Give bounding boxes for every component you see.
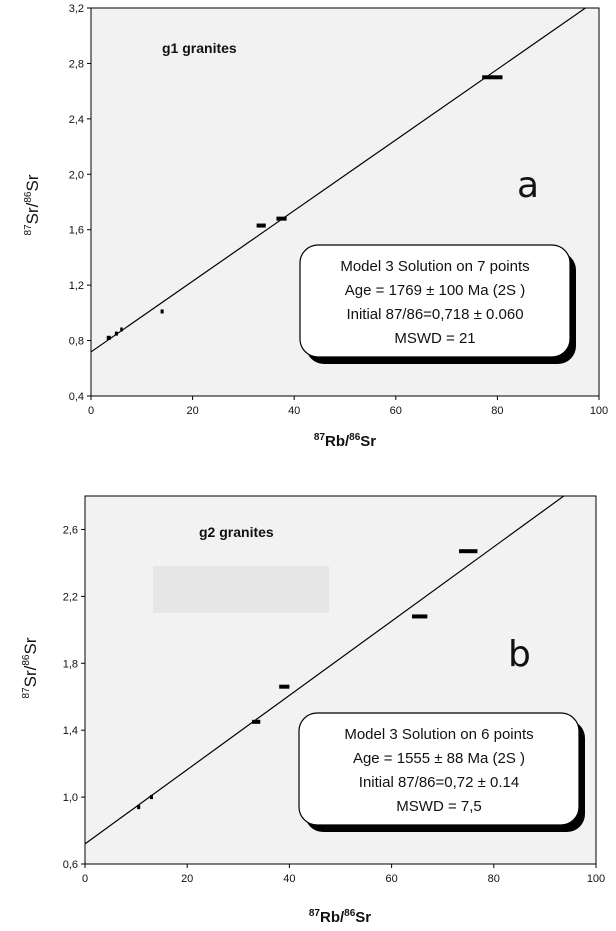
y-tick-label: 2,4: [69, 114, 84, 126]
panel-label-a: a: [517, 165, 539, 206]
info-line2-a: Age = 1769 ± 100 Ma (2S ): [345, 282, 525, 299]
info-line1-b: Model 3 Solution on 6 points: [344, 726, 533, 743]
y-axis-label-b: 87Sr/86Sr: [21, 637, 40, 698]
data-points-b: [137, 549, 478, 810]
x-tick-label: 80: [488, 873, 500, 885]
data-points-a: [106, 75, 503, 340]
data-point: [106, 335, 111, 340]
data-point: [120, 327, 123, 332]
data-point: [459, 549, 478, 554]
y-tick-label: 0,8: [69, 336, 84, 348]
x-axis-label-b: 87Rb/86Sr: [309, 908, 371, 926]
regression-line-a: [91, 8, 587, 353]
data-point: [149, 795, 153, 800]
x-axis-ticks-b: 0 20 40 60 80 100: [82, 864, 605, 885]
shaded-rectangle-b: [153, 566, 329, 613]
data-point: [160, 309, 164, 314]
info-line4-b: MSWD = 7,5: [396, 798, 481, 815]
y-axis-ticks-b: 0,6 1,0 1,4 1,8 2,2 2,6: [63, 524, 85, 871]
x-tick-label: 0: [82, 873, 88, 885]
x-tick-label: 80: [491, 405, 503, 417]
y-tick-label: 2,8: [69, 58, 84, 70]
inset-title-a: g1 granites: [162, 40, 237, 56]
regression-line-b: [85, 496, 565, 845]
x-tick-label: 100: [587, 873, 605, 885]
y-tick-label: 0,4: [69, 391, 84, 403]
panel-label-b: b: [508, 634, 531, 675]
y-axis-ticks-a: 0,4 0,8 1,2 1,6 2,0 2,4 2,8 3,2: [69, 3, 91, 403]
info-line1-a: Model 3 Solution on 7 points: [340, 258, 529, 275]
y-tick-label: 1,8: [63, 658, 78, 670]
panel-a: 0,4 0,8 1,2 1,6 2,0 2,4 2,8 3,2 0 20 40 60 80 100 g1…: [23, 3, 608, 450]
inset-title-b: g2 granites: [199, 524, 274, 540]
y-tick-label: 0,6: [63, 859, 78, 871]
data-point: [279, 684, 290, 689]
data-point: [114, 331, 118, 336]
data-point: [252, 719, 261, 724]
x-tick-label: 60: [385, 873, 397, 885]
x-axis-ticks-a: 0 20 40 60 80 100: [88, 396, 608, 417]
y-tick-label: 1,4: [63, 725, 78, 737]
x-tick-label: 100: [590, 405, 608, 417]
info-box-b: [298, 712, 580, 826]
info-line3-b: Initial 87/86=0,72 ± 0.14: [359, 774, 519, 791]
y-tick-label: 2,0: [69, 169, 84, 181]
data-point: [256, 223, 266, 228]
data-point: [276, 216, 287, 221]
y-tick-label: 1,2: [69, 280, 84, 292]
y-tick-label: 2,2: [63, 591, 78, 603]
x-tick-label: 0: [88, 405, 94, 417]
panel-b: 0,6 1,0 1,4 1,8 2,2 2,6 0 20 40 60 80 100 g2 grani…: [21, 495, 605, 926]
y-axis-label-a: 87Sr/86Sr: [23, 174, 42, 235]
info-box-a: [299, 244, 571, 358]
info-line3-a: Initial 87/86=0,718 ± 0.060: [346, 306, 523, 323]
y-tick-label: 1,0: [63, 792, 78, 804]
info-line4-a: MSWD = 21: [394, 330, 475, 347]
x-tick-label: 20: [181, 873, 193, 885]
data-point: [482, 75, 503, 80]
y-tick-label: 2,6: [63, 524, 78, 536]
data-point: [137, 805, 141, 810]
x-tick-label: 40: [283, 873, 295, 885]
x-tick-label: 20: [186, 405, 198, 417]
x-tick-label: 40: [288, 405, 300, 417]
x-tick-label: 60: [390, 405, 402, 417]
data-point: [412, 614, 428, 619]
y-tick-label: 1,6: [69, 225, 84, 237]
y-tick-label: 3,2: [69, 3, 84, 15]
x-axis-label-a: 87Rb/86Sr: [314, 432, 376, 450]
info-line2-b: Age = 1555 ± 88 Ma (2S ): [353, 750, 525, 767]
